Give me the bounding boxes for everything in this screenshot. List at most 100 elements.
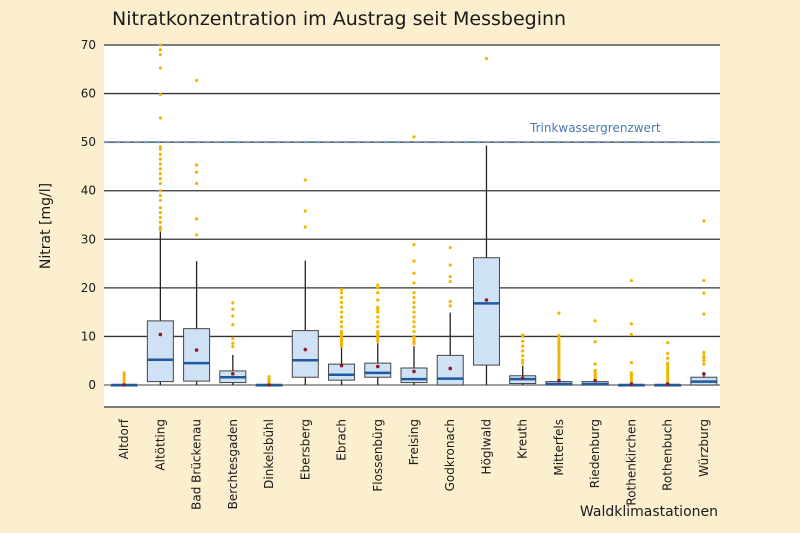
- outlier-point: [412, 342, 416, 346]
- outlier-point: [702, 219, 706, 223]
- y-tick-label: 60: [81, 87, 96, 101]
- outlier-point: [557, 339, 561, 343]
- outlier-point: [339, 287, 344, 291]
- outlier-point: [376, 286, 380, 290]
- outlier-point: [666, 363, 670, 368]
- outlier-point: [412, 310, 416, 314]
- box: [183, 328, 211, 382]
- mean-marker: [122, 383, 126, 387]
- outlier-point: [448, 263, 452, 267]
- outlier-point: [376, 320, 380, 324]
- outlier-point: [231, 323, 235, 327]
- x-tick-label: Würzburg: [697, 419, 711, 477]
- outlier-point: [412, 243, 416, 247]
- outlier-point: [158, 43, 162, 47]
- outlier-point: [521, 339, 525, 343]
- outlier-point: [158, 172, 162, 176]
- x-tick-label: Höglwald: [479, 419, 493, 474]
- outlier-point: [194, 233, 199, 237]
- y-tick-label: 10: [81, 329, 96, 343]
- outlier-point: [629, 378, 634, 382]
- outlier-point: [666, 371, 670, 375]
- outlier-point: [666, 373, 670, 377]
- outlier-point: [702, 356, 706, 360]
- outlier-point: [521, 344, 525, 348]
- outlier-point: [339, 332, 344, 336]
- outlier-point: [267, 377, 271, 381]
- outlier-point: [158, 227, 162, 232]
- outlier-point: [158, 176, 162, 181]
- outlier-point: [412, 305, 416, 309]
- outlier-point: [376, 310, 380, 314]
- outlier-point: [158, 53, 162, 57]
- outlier-point: [376, 283, 380, 287]
- outlier-point: [158, 198, 162, 203]
- outlier-point: [194, 170, 199, 174]
- outlier-point: [412, 325, 416, 329]
- x-tick-label: Rothenkirchen: [624, 419, 638, 506]
- outlier-point: [412, 135, 416, 139]
- outlier-point: [339, 342, 344, 346]
- x-tick-label: Rothenbuch: [661, 419, 675, 491]
- y-tick-label: 30: [81, 232, 96, 246]
- outlier-point: [666, 361, 670, 365]
- box: [291, 330, 319, 378]
- outlier-point: [484, 57, 489, 61]
- outlier-point: [702, 312, 706, 316]
- y-tick-label: 50: [81, 135, 96, 149]
- outlier-point: [412, 281, 416, 285]
- x-tick-label: Altötting: [153, 419, 167, 471]
- outlier-point: [666, 368, 670, 373]
- outlier-point: [158, 157, 162, 161]
- outlier-point: [231, 345, 235, 349]
- outlier-point: [303, 225, 307, 229]
- outlier-point: [629, 278, 634, 283]
- x-tick-label: Berchtesgaden: [226, 419, 240, 509]
- outlier-point: [376, 329, 380, 334]
- outlier-point: [521, 354, 525, 358]
- outlier-point: [303, 178, 307, 182]
- outlier-point: [339, 300, 344, 305]
- outlier-point: [339, 334, 344, 339]
- outlier-point: [122, 376, 126, 380]
- mean-marker: [267, 383, 271, 387]
- outlier-point: [557, 356, 561, 360]
- outlier-point: [593, 371, 597, 375]
- outlier-point: [557, 363, 561, 368]
- outlier-point: [666, 341, 670, 345]
- outlier-point: [448, 275, 452, 279]
- outlier-point: [376, 315, 380, 319]
- mean-marker: [231, 372, 235, 376]
- outlier-point: [666, 356, 670, 360]
- outlier-point: [702, 278, 706, 283]
- mean-marker: [448, 366, 453, 371]
- x-tick-label: Flossenbürg: [371, 419, 385, 492]
- x-tick-label: Freising: [407, 419, 421, 465]
- outlier-point: [593, 319, 597, 323]
- outlier-point: [412, 329, 416, 334]
- x-tick-label: Kreuth: [516, 419, 530, 459]
- outlier-point: [376, 337, 380, 341]
- outlier-point: [339, 305, 344, 309]
- outlier-point: [557, 373, 561, 377]
- outlier-point: [629, 373, 634, 377]
- outlier-point: [376, 339, 380, 343]
- mean-marker: [593, 378, 597, 383]
- outlier-point: [231, 336, 235, 340]
- outlier-point: [158, 147, 162, 152]
- outlier-point: [158, 92, 162, 97]
- outlier-point: [557, 346, 561, 351]
- outlier-point: [339, 315, 344, 319]
- outlier-point: [231, 307, 235, 311]
- mean-marker: [375, 364, 380, 369]
- outlier-point: [666, 376, 670, 380]
- outlier-point: [666, 351, 670, 356]
- outlier-point: [412, 271, 416, 275]
- outlier-point: [194, 163, 199, 167]
- outlier-point: [339, 320, 344, 324]
- outlier-point: [158, 152, 162, 156]
- outlier-point: [158, 162, 162, 166]
- outlier-point: [702, 362, 706, 366]
- outlier-point: [194, 217, 199, 221]
